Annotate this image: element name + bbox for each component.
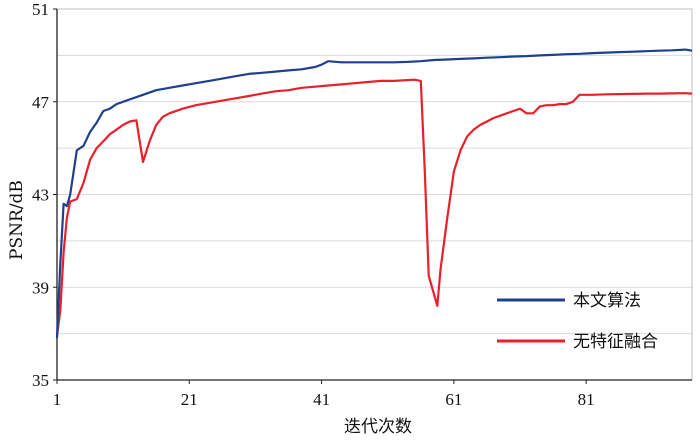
series-layer xyxy=(55,48,693,339)
x-tick-label: 21 xyxy=(181,390,198,409)
y-tick-labels: 35 39 43 47 51 xyxy=(32,0,57,390)
series-line-2 xyxy=(55,78,693,337)
x-tick-label: 61 xyxy=(445,390,462,409)
series-line-1 xyxy=(55,48,693,339)
legend-label-series-1: 本文算法 xyxy=(573,291,641,311)
y-tick-label: 47 xyxy=(32,93,50,112)
y-tick-label: 35 xyxy=(32,371,49,390)
x-tick-label: 41 xyxy=(313,390,330,409)
x-tick-label: 1 xyxy=(53,390,62,409)
y-tick-label: 51 xyxy=(32,0,49,19)
x-tick-label: 81 xyxy=(578,390,595,409)
x-axis-label: 迭代次数 xyxy=(344,417,412,437)
legend-label-series-2: 无特征融合 xyxy=(573,332,658,352)
grid-lines xyxy=(57,54,692,335)
x-tick-labels: 1 21 41 61 81 xyxy=(53,380,595,409)
y-tick-label: 43 xyxy=(32,186,49,205)
y-tick-label: 39 xyxy=(32,278,49,297)
legend: 本文算法 无特征融合 xyxy=(497,291,658,352)
y-axis-label: PSNR/dB xyxy=(7,180,27,260)
